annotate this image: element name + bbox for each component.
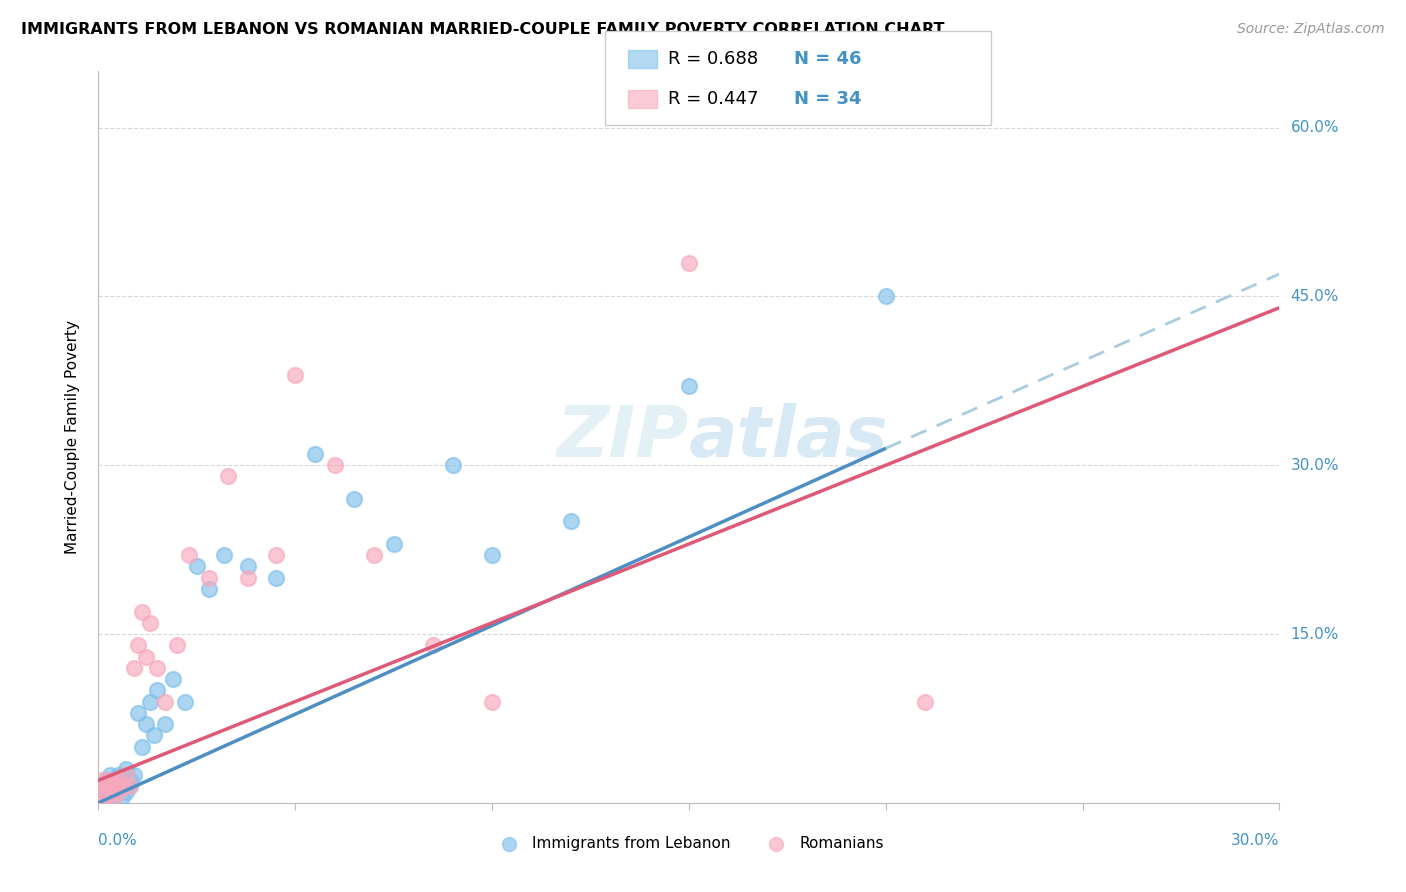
Point bbox=[91, 779, 114, 793]
Point bbox=[96, 790, 118, 805]
Point bbox=[264, 571, 287, 585]
Point bbox=[560, 515, 582, 529]
Point bbox=[197, 582, 219, 596]
Point bbox=[135, 717, 157, 731]
Text: 30.0%: 30.0% bbox=[1232, 833, 1279, 848]
Point bbox=[155, 717, 177, 731]
Point bbox=[186, 559, 208, 574]
Point bbox=[91, 773, 114, 788]
Point bbox=[131, 605, 153, 619]
Text: R = 0.688: R = 0.688 bbox=[668, 51, 758, 69]
Point bbox=[118, 773, 141, 788]
Point bbox=[481, 548, 503, 562]
Point bbox=[422, 638, 444, 652]
Text: N = 34: N = 34 bbox=[794, 90, 862, 108]
Point bbox=[115, 784, 138, 798]
Point bbox=[96, 773, 118, 788]
Point bbox=[98, 767, 121, 781]
Point bbox=[93, 787, 115, 801]
Text: 30.0%: 30.0% bbox=[1291, 458, 1339, 473]
Point bbox=[166, 638, 188, 652]
Text: IMMIGRANTS FROM LEBANON VS ROMANIAN MARRIED-COUPLE FAMILY POVERTY CORRELATION CH: IMMIGRANTS FROM LEBANON VS ROMANIAN MARR… bbox=[21, 22, 945, 37]
Point bbox=[118, 779, 141, 793]
Text: N = 46: N = 46 bbox=[794, 51, 862, 69]
Point bbox=[111, 773, 134, 788]
Point bbox=[197, 571, 219, 585]
Point bbox=[111, 779, 134, 793]
Point bbox=[115, 762, 138, 776]
Point bbox=[138, 615, 160, 630]
Y-axis label: Married-Couple Family Poverty: Married-Couple Family Poverty bbox=[65, 320, 80, 554]
Point bbox=[138, 694, 160, 708]
Point bbox=[107, 779, 129, 793]
Point bbox=[103, 790, 125, 805]
Point bbox=[122, 661, 145, 675]
Text: Source: ZipAtlas.com: Source: ZipAtlas.com bbox=[1237, 22, 1385, 37]
Text: R = 0.447: R = 0.447 bbox=[668, 90, 758, 108]
Point bbox=[98, 779, 121, 793]
Point bbox=[162, 672, 184, 686]
Point bbox=[96, 790, 118, 805]
Text: 15.0%: 15.0% bbox=[1291, 626, 1339, 641]
Text: atlas: atlas bbox=[689, 402, 889, 472]
Point bbox=[91, 784, 114, 798]
Point bbox=[155, 694, 177, 708]
Point bbox=[89, 790, 111, 805]
Point bbox=[127, 638, 149, 652]
Point bbox=[174, 694, 197, 708]
Point bbox=[217, 469, 239, 483]
Text: 0.0%: 0.0% bbox=[98, 833, 138, 848]
Point bbox=[98, 784, 121, 798]
Point bbox=[441, 458, 464, 473]
Point bbox=[236, 571, 259, 585]
Point bbox=[177, 548, 200, 562]
Point bbox=[98, 790, 121, 805]
Text: ZIP: ZIP bbox=[557, 402, 689, 472]
Point bbox=[96, 784, 118, 798]
Point bbox=[236, 559, 259, 574]
Point bbox=[98, 784, 121, 798]
Point bbox=[481, 694, 503, 708]
Point bbox=[103, 784, 125, 798]
Point bbox=[107, 773, 129, 788]
Point bbox=[89, 790, 111, 805]
Point bbox=[98, 773, 121, 788]
Point bbox=[103, 779, 125, 793]
Point bbox=[304, 447, 326, 461]
Point bbox=[122, 767, 145, 781]
Point bbox=[107, 784, 129, 798]
Point bbox=[284, 368, 307, 383]
Point bbox=[382, 537, 405, 551]
Point bbox=[131, 739, 153, 754]
Point bbox=[363, 548, 385, 562]
Point bbox=[111, 790, 134, 805]
Point bbox=[678, 255, 700, 269]
Point bbox=[103, 790, 125, 805]
Legend: Immigrants from Lebanon, Romanians: Immigrants from Lebanon, Romanians bbox=[488, 830, 890, 857]
Point bbox=[142, 728, 165, 742]
Point bbox=[103, 773, 125, 788]
Point bbox=[96, 779, 118, 793]
Point bbox=[323, 458, 346, 473]
Point bbox=[115, 767, 138, 781]
Point bbox=[914, 694, 936, 708]
Point bbox=[875, 289, 897, 303]
Point bbox=[127, 706, 149, 720]
Point bbox=[107, 784, 129, 798]
Point bbox=[118, 779, 141, 793]
Point bbox=[678, 379, 700, 393]
Text: 60.0%: 60.0% bbox=[1291, 120, 1339, 135]
Point bbox=[146, 683, 169, 698]
Text: 45.0%: 45.0% bbox=[1291, 289, 1339, 304]
Point bbox=[264, 548, 287, 562]
Point bbox=[107, 767, 129, 781]
Point bbox=[91, 784, 114, 798]
Point bbox=[135, 649, 157, 664]
Point bbox=[214, 548, 236, 562]
Point bbox=[343, 491, 366, 506]
Point bbox=[146, 661, 169, 675]
